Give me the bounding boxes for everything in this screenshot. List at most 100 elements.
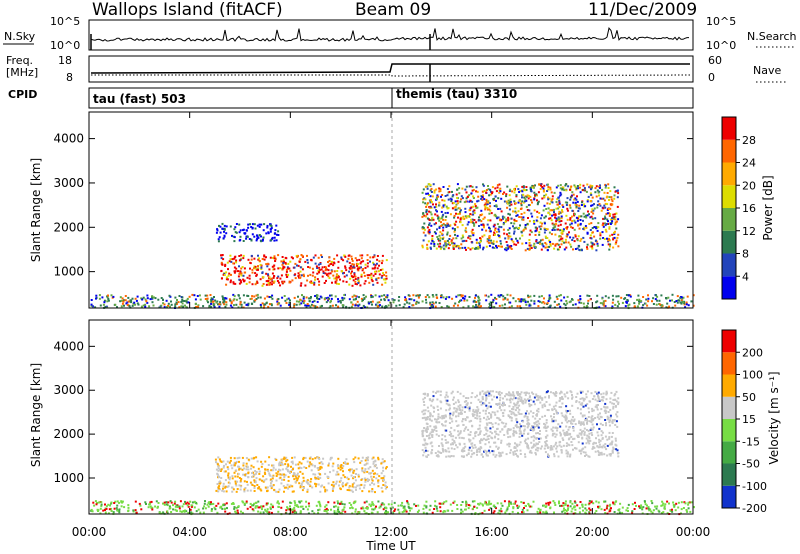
scatter-cell [555,217,558,220]
scatter-cell [574,447,576,450]
scatter-cell [259,296,262,299]
scatter-cell [470,449,473,452]
scatter-cell [440,246,443,249]
scatter-cell [209,294,212,296]
freq-panel: Freq. [MHz] 18 8 Nave 60 0 [6,54,786,84]
scatter-cell [519,208,522,210]
scatter-cell [332,274,335,277]
scatter-cell [236,511,239,514]
scatter-cell [515,237,517,240]
scatter-cell [423,404,426,406]
scatter-cell [515,195,518,198]
scatter-cell [459,200,462,203]
scatter-cell [434,213,437,216]
scatter-cell [223,303,226,306]
scatter-cell [255,477,258,480]
scatter-cell [541,397,544,400]
scatter-cell [300,282,303,285]
scatter-cell [523,298,526,301]
scatter-cell [544,425,547,428]
scatter-cell [606,415,609,418]
scatter-cell [362,299,364,301]
scatter-cell [222,485,225,488]
scatter-cell [341,483,344,486]
scatter-cell [654,505,657,508]
scatter-cell [499,393,502,396]
scatter-cell [548,396,550,399]
scatter-cell [238,265,240,268]
scatter-cell [485,432,488,435]
scatter-cell [175,301,178,304]
scatter-cell [457,434,460,437]
scatter-cell [585,216,588,219]
scatter-cell [384,305,387,308]
scatter-cell [330,297,333,300]
scatter-cell [261,284,264,287]
scatter-cell [432,218,435,221]
scatter-cell [291,462,294,465]
scatter-cell [487,295,490,298]
scatter-cell [447,247,450,250]
scatter-cell [271,480,273,483]
scatter-cell [242,278,245,281]
scatter-cell [214,299,217,302]
scatter-cell [351,263,354,266]
scatter-cell [584,404,587,407]
scatter-cell [245,457,248,460]
scatter-cell [502,397,504,400]
scatter-cell [538,422,541,425]
scatter-cell [301,255,304,258]
scatter-cell [538,225,541,228]
scatter-cell [539,187,542,190]
scatter-cell [526,442,528,445]
scatter-cell [602,395,605,398]
scatter-cell [432,302,435,305]
scatter-cell [301,294,303,297]
scatter-cell [224,297,227,300]
scatter-cell [433,410,435,413]
scatter-cell [479,237,481,240]
scatter-cell [430,242,433,245]
scatter-cell [494,455,497,458]
scatter-cell [571,209,574,212]
scatter-cell [314,262,317,265]
scatter-cell [445,245,447,248]
scatter-cell [499,190,502,193]
scatter-cell [440,296,443,299]
scatter-cell [573,228,576,231]
scatter-cell [181,302,184,305]
scatter-cell [376,305,379,308]
scatter-cell [462,424,465,426]
scatter-cell [247,471,250,474]
scatter-cell [497,208,500,210]
scatter-cell [638,298,641,301]
scatter-cell [558,206,561,209]
scatter-cell [236,480,239,483]
scatter-cell [453,407,456,410]
scatter-cell [608,239,611,242]
nsky-trace [90,26,689,42]
scatter-cell [375,466,378,469]
scatter-cell [633,305,636,308]
scatter-cell [559,294,562,297]
scatter-cell [677,506,680,509]
scatter-cell [586,421,588,424]
scatter-cell [273,236,276,239]
scatter-cell [429,195,432,198]
scatter-cell [281,478,283,481]
scatter-cell [507,218,510,220]
scatter-cell [546,409,549,411]
scatter-cell [242,254,245,257]
scatter-cell [501,245,503,248]
scatter-cell [688,501,691,504]
scatter-cell [297,295,299,298]
scatter-cell [559,434,562,437]
scatter-cell [469,433,472,436]
scatter-cell [565,411,568,414]
scatter-cell [511,394,514,397]
scatter-cell [255,273,258,276]
scatter-cell [260,266,263,269]
scatter-cell [426,243,429,246]
scatter-cell [464,295,467,298]
scatter-cell [437,238,440,241]
